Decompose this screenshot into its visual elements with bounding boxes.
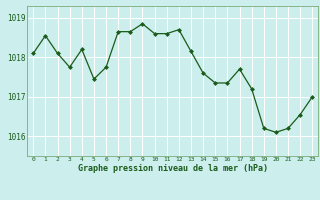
X-axis label: Graphe pression niveau de la mer (hPa): Graphe pression niveau de la mer (hPa) — [78, 164, 268, 173]
